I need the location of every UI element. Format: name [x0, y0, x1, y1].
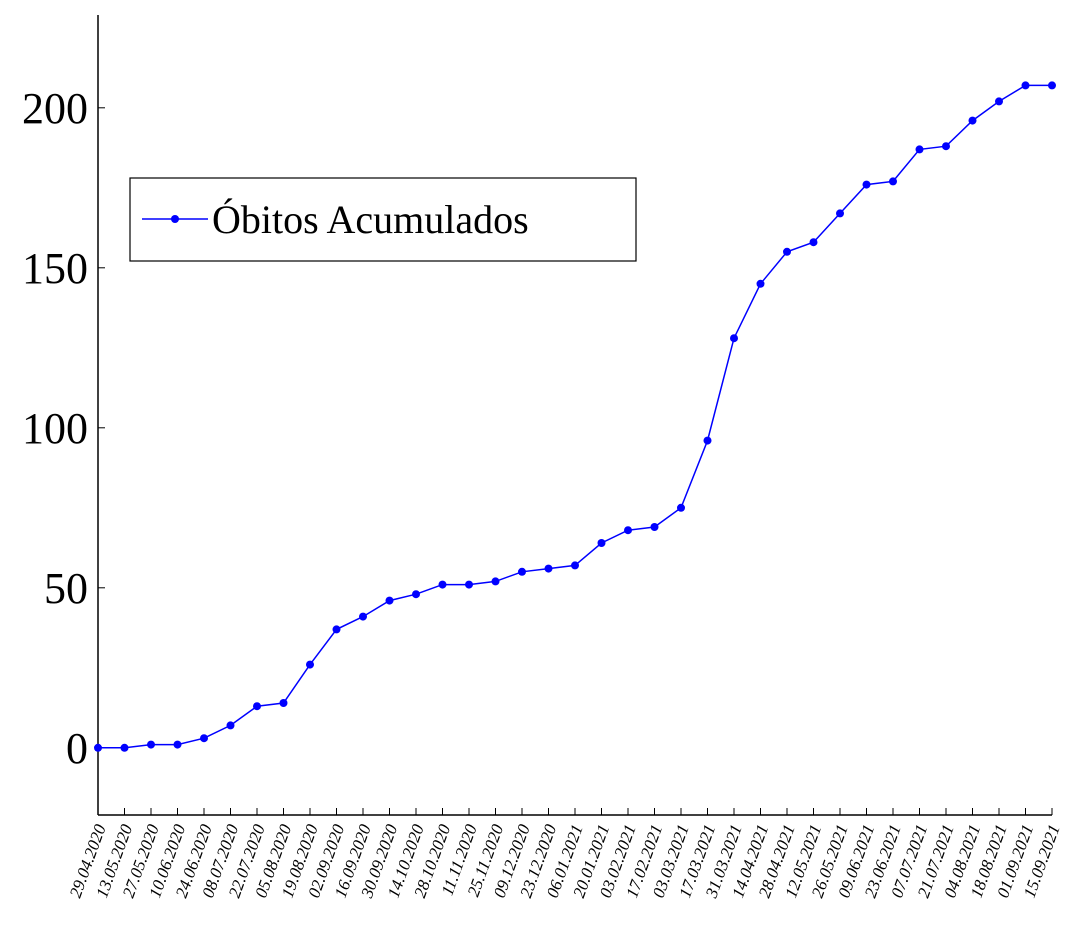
data-point — [703, 436, 712, 445]
data-point — [518, 567, 526, 576]
data-point — [544, 564, 553, 573]
y-tick-label: 0 — [66, 724, 88, 773]
data-point — [650, 523, 659, 531]
data-point — [147, 740, 155, 749]
data-point — [94, 743, 102, 752]
data-point — [942, 142, 950, 151]
y-tick-label: 200 — [22, 84, 88, 133]
data-point — [1048, 81, 1056, 90]
data-point — [730, 334, 738, 343]
y-tick-label: 100 — [22, 404, 88, 453]
data-point — [571, 561, 579, 570]
legend-marker — [171, 215, 179, 223]
data-point — [200, 734, 208, 743]
data-point — [862, 180, 871, 189]
legend-label: Óbitos Acumulados — [212, 197, 529, 242]
data-point — [995, 97, 1003, 106]
data-point — [226, 721, 235, 730]
data-point — [253, 702, 261, 711]
data-point — [359, 612, 367, 621]
data-point — [438, 580, 447, 589]
data-point — [173, 740, 182, 749]
data-point — [385, 596, 394, 605]
y-tick-label: 150 — [22, 244, 88, 293]
data-point — [465, 580, 473, 589]
legend-box — [129, 177, 637, 262]
data-point — [836, 209, 844, 218]
data-point — [120, 743, 129, 752]
data-point — [491, 577, 500, 586]
data-point — [306, 660, 314, 669]
data-point — [783, 247, 791, 256]
data-point — [968, 116, 977, 125]
data-point — [332, 625, 341, 634]
data-point — [597, 539, 606, 547]
data-point — [1021, 81, 1030, 90]
data-point — [889, 177, 897, 186]
data-point — [279, 699, 288, 707]
data-point — [809, 238, 818, 247]
y-tick-label: 50 — [44, 564, 88, 613]
data-point — [677, 503, 685, 512]
data-point — [915, 145, 924, 154]
data-point — [624, 526, 632, 535]
data-point — [756, 279, 765, 288]
data-point — [412, 590, 420, 599]
